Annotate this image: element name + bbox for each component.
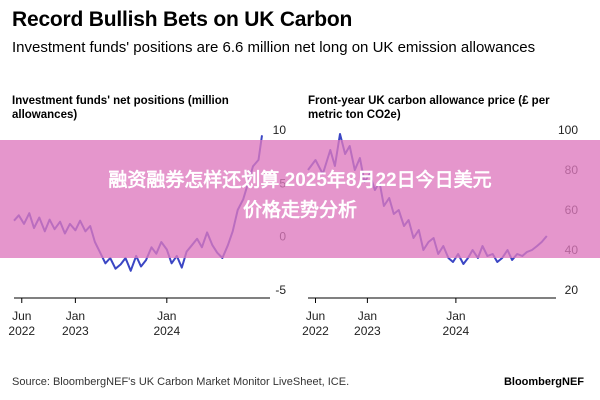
right-chart-title: Front-year UK carbon allowance price (£ … <box>308 95 550 121</box>
right-x-tick-label: Jan <box>446 309 465 323</box>
right-x-tick-label: 2024 <box>443 324 470 338</box>
page-subtitle: Investment funds' positions are 6.6 mill… <box>12 39 536 56</box>
right-y-tick-label: 100 <box>558 123 578 137</box>
right-x-tick-label: 2022 <box>302 324 329 338</box>
right-y-tick-label: 20 <box>565 283 579 297</box>
overlay-line-2: 价格走势分析 <box>242 200 357 221</box>
left-x-tick-label: 2023 <box>62 324 89 338</box>
left-y-tick-label: 10 <box>273 123 287 137</box>
right-x-tick-label: 2023 <box>354 324 381 338</box>
overlay-banner <box>0 140 600 258</box>
left-x-tick-label: Jun <box>12 309 31 323</box>
left-y-tick-label: -5 <box>275 283 286 297</box>
brand-logo: BloombergNEF <box>503 376 584 388</box>
source-note: Source: BloombergNEF's UK Carbon Market … <box>12 376 350 388</box>
left-chart-title: Investment funds' net positions (million… <box>12 95 229 121</box>
page-title: Record Bullish Bets on UK Carbon <box>12 8 353 31</box>
overlay-text: 融资融券怎样还划算 2025年8月22日今日美元 价格走势分析 <box>0 166 600 226</box>
right-x-tick-label: Jun <box>306 309 325 323</box>
left-x-tick-label: 2024 <box>153 324 180 338</box>
left-x-tick-label: Jan <box>157 309 176 323</box>
left-x-tick-label: 2022 <box>8 324 35 338</box>
right-x-tick-label: Jan <box>358 309 377 323</box>
overlay-line-1: 融资融券怎样还划算 2025年8月22日今日美元 <box>108 170 492 191</box>
left-x-tick-label: Jan <box>66 309 85 323</box>
